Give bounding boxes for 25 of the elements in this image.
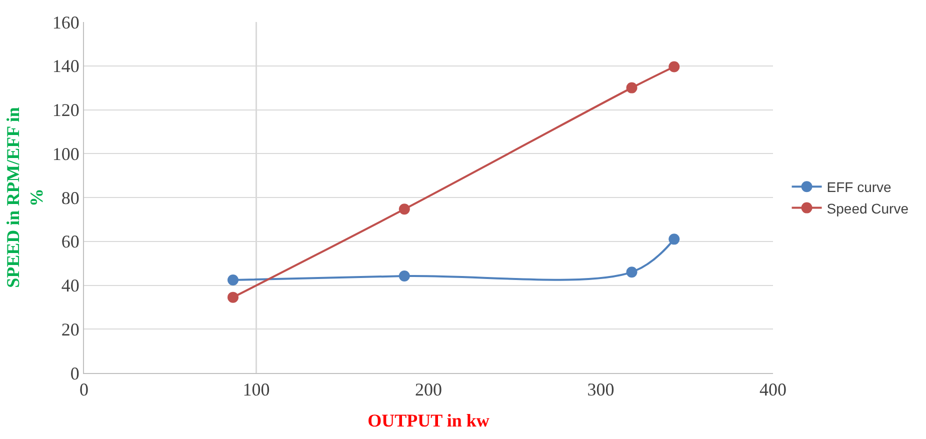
x-axis-title: OUTPUT in kw: [368, 410, 490, 431]
y-tick-label: 20: [61, 319, 80, 340]
x-tick-label: 300: [587, 380, 614, 400]
point: [626, 266, 638, 278]
y-tick-label: 80: [61, 188, 80, 208]
point: [668, 61, 680, 72]
y-tick-label: 160: [52, 12, 80, 32]
y-tick-label: 140: [52, 56, 80, 76]
point: [228, 274, 238, 286]
point: [398, 270, 410, 282]
y-tick-label: 60: [61, 232, 80, 252]
point: [228, 292, 238, 303]
y-tick-label: 120: [52, 100, 80, 120]
x-tick-label: 200: [415, 380, 442, 400]
y-tick-label: 0: [70, 363, 80, 384]
x-tick-label: 100: [242, 380, 270, 400]
legend-label: EFF curve: [826, 179, 892, 196]
point: [398, 204, 410, 215]
legend-label: Speed Curve: [826, 200, 909, 216]
point: [626, 82, 638, 94]
y-tick-label: 40: [61, 276, 80, 296]
point: [668, 234, 680, 245]
x-tick-label: 400: [760, 380, 786, 400]
y-tick-label: 100: [52, 144, 80, 164]
y-axis-title: SPEED in RPM/EFF in %: [3, 107, 47, 288]
